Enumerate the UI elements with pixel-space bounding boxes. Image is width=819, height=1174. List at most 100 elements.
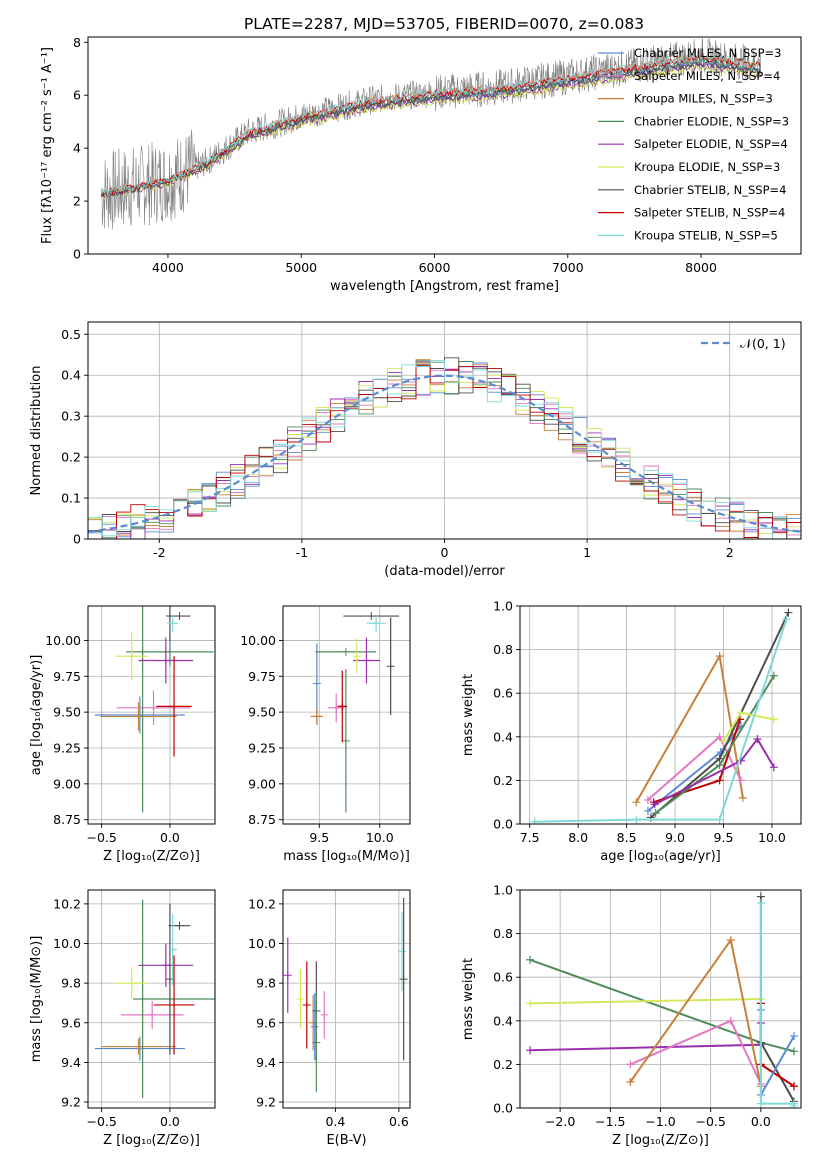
y-tick-label: 9.25 (53, 740, 81, 755)
massweight-marker (789, 1101, 798, 1108)
point-marker (134, 712, 143, 721)
errorbar-point (302, 961, 311, 1049)
point-marker (332, 703, 341, 712)
y-tick-label: 0.0 (493, 1101, 513, 1116)
x-tick-label: 0.0 (160, 830, 180, 845)
errorbar-point (386, 617, 395, 715)
massweight-marker (756, 1099, 765, 1108)
x-tick-label: -2 (153, 545, 165, 560)
x-tick-label: 8.5 (617, 830, 637, 845)
massweight-marker (753, 734, 762, 743)
legend-entry: Chabrier STELIB, N_SSP=4 (634, 183, 786, 197)
y-tick-label: 8.75 (53, 812, 81, 827)
age_vs_Z-plot-area (94, 606, 214, 813)
errorbar-point (310, 993, 319, 1061)
x-axis-label: Z [log₁₀(Z/Z⊙)] (612, 1133, 709, 1148)
y-tick-label: 9.75 (53, 669, 81, 684)
errorbar-point (116, 690, 191, 726)
point-marker (165, 647, 174, 656)
massweight-line-4 (653, 719, 741, 804)
point-marker (170, 702, 179, 711)
y-tick-label: 0.5 (61, 327, 81, 342)
mass_vs_Z-plot-area (94, 899, 215, 1099)
normal-curve (88, 374, 801, 533)
y-tick-label: 0.4 (61, 368, 81, 383)
x-axis-label: E(B-V) (326, 1133, 366, 1148)
massweight-marker (719, 737, 728, 746)
model-spectrum-6 (101, 60, 761, 198)
y-tick-label: 9.8 (256, 976, 276, 991)
errorbar-point (168, 921, 191, 930)
point-marker (168, 619, 177, 628)
axes-frame (282, 889, 411, 1109)
errorbar-point (100, 702, 177, 731)
errorbar-point (337, 670, 348, 743)
axes-frame (87, 36, 802, 255)
y-tick-label: 9.4 (256, 1055, 276, 1070)
y-axis-label: mass [log₁₀(M/M⊙)] (29, 936, 44, 1063)
y-tick-label: 1.0 (493, 883, 513, 898)
massweight-marker (789, 1082, 798, 1091)
massweight-marker (736, 708, 745, 717)
massweight-marker (643, 796, 652, 805)
errorbar-point (310, 707, 323, 726)
x-axis-label: Z [log₁₀(Z/Z⊙)] (103, 1133, 200, 1148)
errorbar-point (167, 614, 179, 632)
y-tick-label: 9.25 (248, 740, 276, 755)
point-marker (127, 652, 136, 661)
y-axis-label: mass weight (461, 958, 476, 1040)
point-marker (302, 1000, 311, 1009)
point-marker (170, 1000, 179, 1009)
massweight-marker (715, 776, 724, 785)
mass_vs_EBV-plot-area (283, 897, 408, 1093)
massweight-line-3 (630, 1019, 762, 1085)
y-tick-label: 0.2 (61, 450, 81, 465)
y-tick-label: 1.0 (493, 599, 513, 614)
point-marker (312, 712, 321, 721)
massweight-marker (632, 815, 641, 824)
y-tick-label: 9.50 (248, 705, 276, 720)
y-axis-label: age [log₁₀(age/yr)] (29, 655, 44, 776)
massweight-marker (650, 800, 659, 809)
legend-entry: Chabrier MILES, N_SSP=3 (634, 46, 781, 60)
y-tick-label: 9.00 (53, 776, 81, 791)
point-marker (138, 647, 147, 656)
x-tick-label: 5000 (285, 260, 317, 275)
point-marker (338, 702, 347, 711)
y-tick-label: 10.00 (45, 633, 81, 648)
x-tick-label: 8.0 (568, 830, 588, 845)
legend-entry: 𝒩(0, 1) (740, 336, 786, 351)
age_vs_mass-panel: 9.5 10.0 8.75 9.00 9.25 9.50 9.75 10.00 mass [lo… (240, 605, 411, 864)
axes-frame (519, 605, 802, 825)
point-marker (175, 612, 184, 621)
y-axis-label: Normed distribution (29, 366, 44, 496)
x-axis-label: mass [log₁₀(M/M⊙)] (283, 849, 410, 864)
massweight-line-8 (534, 618, 788, 823)
massweight-line-6 (654, 737, 775, 806)
y-tick-label: 8.75 (248, 812, 276, 827)
legend-entry: Kroupa ELODIE, N_SSP=3 (634, 160, 780, 174)
x-tick-label: 6000 (419, 260, 451, 275)
massweight_vs_Z-panel: −2.0 −1.5 −1.0 −0.5 0.0 0.0 0.2 0.4 0.6 0.8 1.0 Z [… (461, 883, 802, 1148)
massweight-marker (789, 1032, 798, 1041)
errorbar-point (115, 967, 149, 999)
errorbar-point (168, 913, 177, 986)
massweight-marker (736, 776, 745, 785)
errorbar-point (156, 656, 192, 757)
x-tick-label: 0.0 (751, 1114, 771, 1129)
x-tick-label: −0.5 (86, 830, 116, 845)
point-marker (296, 995, 305, 1003)
massweight-marker (526, 999, 535, 1008)
massweight-marker (769, 671, 778, 680)
massweight-marker (789, 1047, 798, 1056)
point-marker (341, 647, 350, 656)
axes-frame (87, 889, 216, 1109)
errorbar-point (138, 899, 147, 1099)
y-tick-label: 9.00 (248, 776, 276, 791)
x-tick-label: 9.5 (309, 830, 329, 845)
massweight-marker (738, 793, 747, 802)
massweight-marker (715, 732, 724, 741)
point-marker (168, 945, 177, 954)
x-axis-label: wavelength [Angstrom, rest frame] (330, 279, 559, 294)
point-marker (352, 652, 361, 661)
